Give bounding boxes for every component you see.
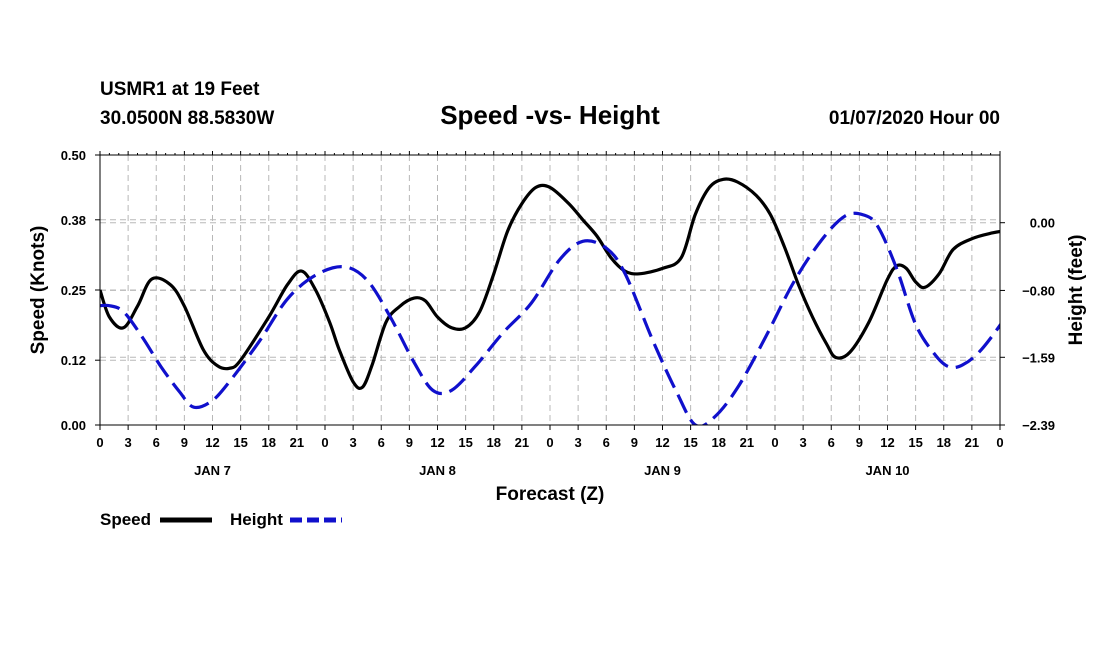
series-layer — [100, 177, 1000, 425]
x-tick-label: 21 — [740, 435, 754, 450]
series-line-speed — [100, 177, 1000, 390]
x-tick-label: 12 — [655, 435, 669, 450]
x-tick-label: 18 — [262, 435, 276, 450]
y2-tick-label: −2.39 — [1022, 418, 1055, 433]
x-tick-label: 6 — [828, 435, 835, 450]
x-day-label: JAN 8 — [419, 463, 456, 478]
y-tick-label: 0.25 — [61, 283, 86, 298]
x-tick-label: 12 — [430, 435, 444, 450]
coords-label: 30.0500N 88.5830W — [100, 108, 274, 129]
x-tick-label: 3 — [575, 435, 582, 450]
y2-tick-label: 0.00 — [1030, 216, 1055, 231]
date-label: 01/07/2020 Hour 00 — [829, 108, 1000, 129]
y-tick-label: 0.50 — [61, 148, 86, 163]
legend: Speed Height — [100, 510, 342, 529]
chart-title: Speed -vs- Height — [440, 100, 660, 130]
x-tick-label: 9 — [631, 435, 638, 450]
x-tick-label: 0 — [96, 435, 103, 450]
x-day-label: JAN 10 — [865, 463, 909, 478]
y-tick-label: 0.38 — [61, 213, 86, 228]
y-axis-title: Speed (Knots) — [28, 226, 49, 355]
x-tick-label: 18 — [487, 435, 501, 450]
grid — [100, 155, 1000, 426]
x-tick-label: 21 — [515, 435, 529, 450]
x-day-label: JAN 9 — [644, 463, 681, 478]
x-tick-label: 18 — [712, 435, 726, 450]
series-line-height — [100, 211, 1000, 425]
x-tick-label: 0 — [321, 435, 328, 450]
y-tick-label: 0.00 — [61, 418, 86, 433]
x-tick-label: 15 — [908, 435, 922, 450]
legend-speed-label: Speed — [100, 510, 151, 529]
x-tick-label: 9 — [181, 435, 188, 450]
x-tick-label: 3 — [125, 435, 132, 450]
x-tick-label: 6 — [603, 435, 610, 450]
x-tick-label: 3 — [350, 435, 357, 450]
y2-axis-title: Height (feet) — [1066, 235, 1087, 346]
x-tick-label: 12 — [880, 435, 894, 450]
x-day-label: JAN 7 — [194, 463, 231, 478]
y-tick-label: 0.12 — [61, 353, 86, 368]
x-tick-label: 6 — [378, 435, 385, 450]
x-tick-label: 3 — [800, 435, 807, 450]
legend-height-label: Height — [230, 510, 283, 529]
x-tick-label: 0 — [771, 435, 778, 450]
x-tick-label: 15 — [458, 435, 472, 450]
axes: 0 3 6 9 12 15 18 21 0 3 6 9 12 15 18 21 0 3 6 9 12 15 18 21 0 3 6 9… — [61, 148, 1055, 478]
station-label: USMR1 at 19 Feet — [100, 79, 260, 100]
x-tick-label: 21 — [290, 435, 304, 450]
x-tick-label: 21 — [965, 435, 979, 450]
x-tick-label: 6 — [153, 435, 160, 450]
y2-tick-label: −0.80 — [1022, 283, 1055, 298]
x-tick-label: 18 — [937, 435, 951, 450]
x-tick-label: 15 — [683, 435, 697, 450]
x-tick-label: 9 — [406, 435, 413, 450]
x-axis-title: Forecast (Z) — [496, 484, 605, 505]
x-tick-label: 0 — [996, 435, 1003, 450]
x-tick-label: 15 — [233, 435, 247, 450]
y2-tick-label: −1.59 — [1022, 350, 1055, 365]
x-tick-label: 12 — [205, 435, 219, 450]
x-tick-label: 0 — [546, 435, 553, 450]
x-tick-label: 9 — [856, 435, 863, 450]
